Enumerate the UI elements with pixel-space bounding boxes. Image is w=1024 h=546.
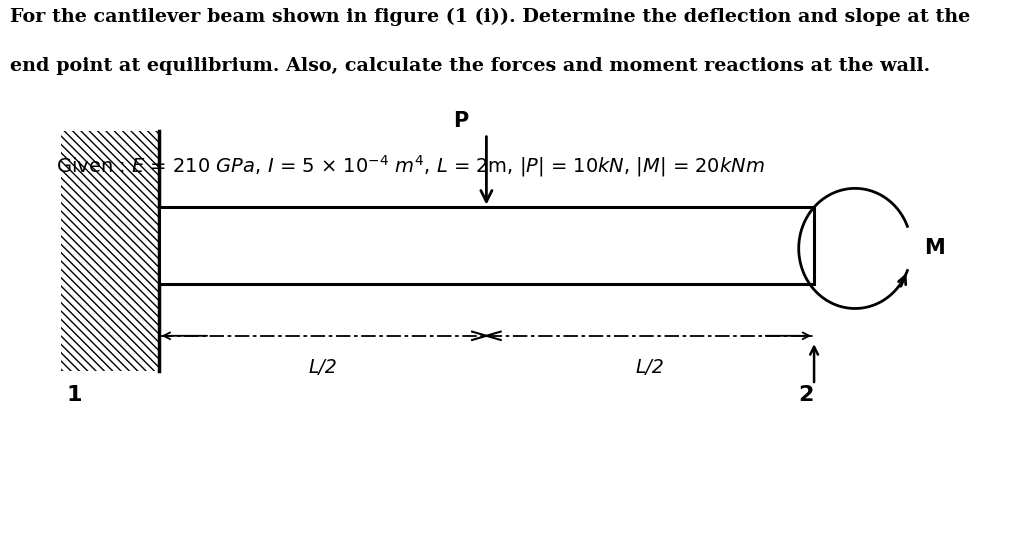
Text: M: M [924,239,944,258]
Text: 1: 1 [67,385,82,405]
Text: 2: 2 [798,385,814,405]
Text: Given : $E$ = 210 $GPa$, $I$ = 5 $\times$ 10$^{-4}$ $m^4$, $L$ = 2m, $|P|$ = 10$: Given : $E$ = 210 $GPa$, $I$ = 5 $\times… [56,153,765,179]
Text: L/2: L/2 [636,358,665,377]
Bar [159,207,814,284]
Text: For the cantilever beam shown in figure (1 (i)). Determine the deflection and sl: For the cantilever beam shown in figure … [10,8,971,26]
Bar [61,131,159,371]
Text: P: P [453,111,468,131]
Text: L/2: L/2 [308,358,337,377]
Text: end point at equilibrium. Also, calculate the forces and moment reactions at the: end point at equilibrium. Also, calculat… [10,57,931,75]
